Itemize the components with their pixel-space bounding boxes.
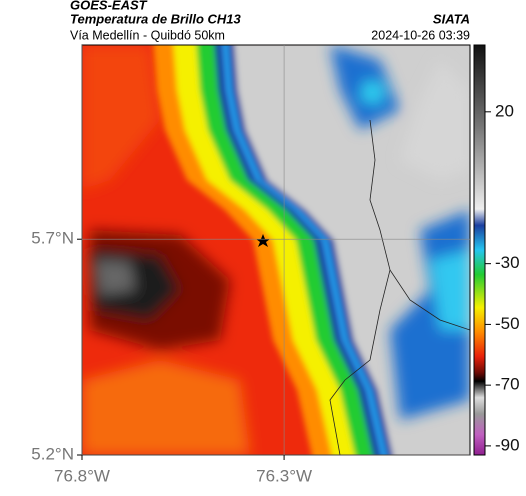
lat-tick-label: 5.7°N: [31, 229, 74, 248]
colorbar-tick-label: -90: [495, 435, 520, 454]
source: SIATA: [433, 11, 470, 26]
colorbar-tick-label: 20: [495, 101, 514, 120]
timestamp: 2024-10-26 03:39: [371, 28, 470, 42]
station-marker: [256, 234, 270, 247]
colorbar-tick-label: -50: [495, 314, 520, 333]
satellite-image: [82, 45, 470, 455]
colorbar: [473, 44, 486, 456]
colorbar-tick-label: -70: [495, 375, 520, 394]
route: Vía Medellín - Quibdó 50km: [70, 28, 225, 42]
lon-tick-label: 76.3°W: [256, 466, 312, 485]
subtitle: Temperatura de Brillo CH13: [70, 11, 242, 26]
lat-tick-label: 5.2°N: [31, 444, 74, 463]
lon-tick-label: 76.8°W: [54, 466, 110, 485]
title: GOES-EAST: [70, 0, 148, 12]
colorbar-tick-label: -30: [495, 253, 520, 272]
